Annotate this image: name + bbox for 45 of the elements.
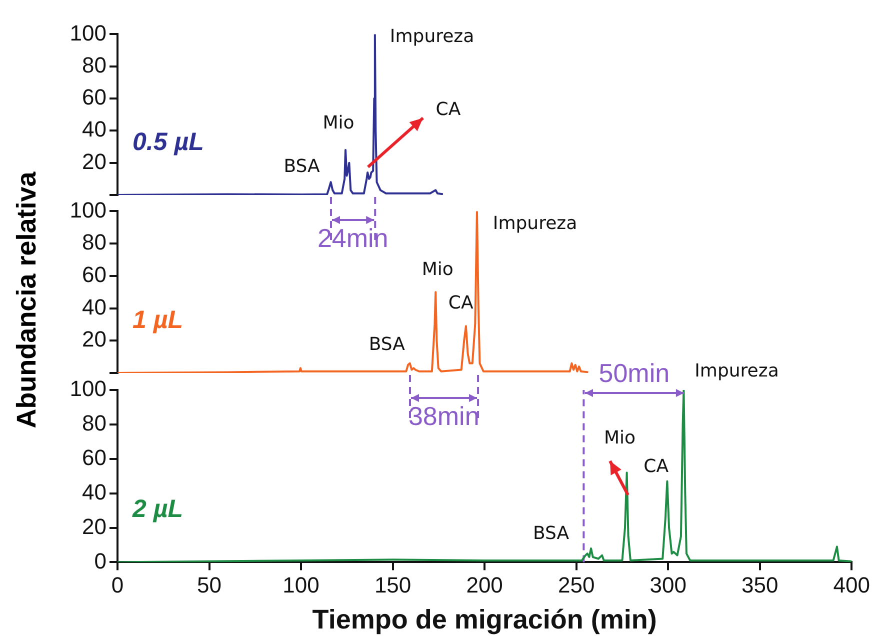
y-tick-label: 20: [82, 326, 106, 352]
y-tick-label: 60: [82, 444, 106, 470]
y-tick-label: 80: [82, 230, 106, 255]
y-tick-label: 80: [82, 410, 106, 436]
series-label: 1 µL: [132, 306, 184, 334]
annotation: CA: [448, 292, 474, 314]
y-axis-title: Abundancia relativa: [12, 172, 42, 428]
y-tick-label: 20: [82, 148, 106, 174]
y-tick-label: 40: [82, 116, 106, 142]
x-tick-label: 300: [650, 572, 686, 598]
y-tick-label: 100: [70, 20, 106, 46]
x-tick-label: 400: [833, 572, 870, 598]
y-tick-label: 20: [82, 514, 106, 539]
annotation: 50min: [598, 358, 670, 388]
y-tick-label: 80: [82, 52, 106, 78]
annotation: Impureza: [492, 212, 578, 234]
annotation: Mio: [604, 427, 636, 448]
y-tick-label: 100: [70, 197, 106, 222]
annotation: CA: [436, 99, 462, 120]
series-label: 2 µL: [132, 495, 184, 524]
y-tick-label: 40: [82, 479, 106, 504]
x-axis-title: Tiempo de migración (min): [312, 604, 657, 634]
series-label: 0.5 µL: [132, 128, 204, 156]
annotation: CA: [644, 456, 670, 477]
x-tick-label: 200: [466, 572, 503, 598]
annotation: Mio: [322, 112, 354, 134]
annotation: BSA: [368, 334, 406, 355]
x-tick-label: 100: [282, 572, 320, 598]
x-tick-label: 150: [374, 572, 412, 598]
y-tick-label: 0: [94, 548, 106, 574]
y-tick-label: 60: [82, 84, 106, 110]
annotation: 24min: [317, 223, 388, 254]
y-tick-label: 40: [82, 294, 106, 320]
x-tick-label: 50: [197, 572, 222, 598]
annotation: 38min: [408, 401, 480, 432]
annotation: Impureza: [694, 360, 779, 382]
annotation: Impureza: [390, 26, 474, 47]
x-tick-label: 350: [742, 572, 778, 598]
y-tick-label: 60: [82, 262, 106, 287]
annotation: Mio: [422, 258, 454, 280]
x-tick-label: 0: [111, 572, 124, 598]
y-tick-label: 100: [70, 376, 106, 402]
x-tick-label: 250: [558, 572, 595, 598]
annotation: BSA: [284, 156, 321, 177]
annotation: BSA: [532, 523, 570, 544]
